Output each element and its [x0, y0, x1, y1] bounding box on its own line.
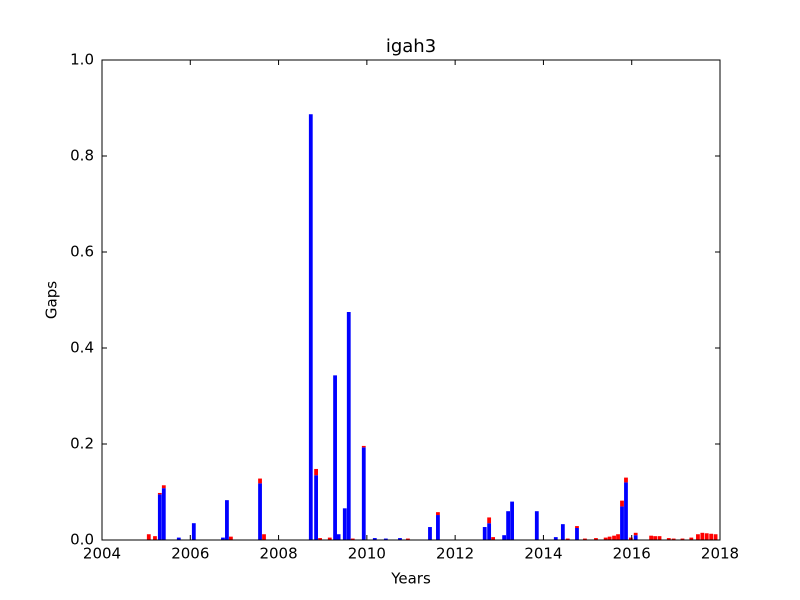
bar-segment [157, 494, 162, 540]
bar-segment [157, 492, 162, 495]
bar-segment [510, 501, 514, 540]
bar-segment [624, 482, 628, 540]
bar-segment [689, 537, 694, 540]
bar-segment [594, 538, 598, 540]
bar-segment [258, 478, 262, 484]
bar-segment [161, 485, 166, 489]
chart-title: igah3 [386, 36, 436, 57]
bar-segment [146, 534, 151, 540]
bar-segment [633, 532, 638, 536]
bar-segment [436, 512, 440, 516]
bar-segment [502, 535, 507, 540]
bar-segment [398, 538, 402, 540]
bar-segment [565, 538, 570, 540]
y-tick-label: 0.8 [70, 147, 94, 165]
bar-segment [314, 468, 318, 476]
y-tick-label: 0.0 [70, 531, 94, 549]
bar-segment [700, 532, 705, 540]
y-tick-label: 0.6 [70, 243, 94, 261]
bar-segment [633, 535, 638, 540]
bar-segment [616, 534, 620, 540]
bar-segment [666, 538, 671, 540]
bar-segment [487, 523, 492, 540]
bar-segment [361, 447, 366, 540]
bar-segment [487, 517, 492, 524]
x-axis-label: Years [390, 570, 431, 588]
bar-segment [262, 534, 266, 540]
bar-segment [221, 537, 225, 540]
bar-segment [653, 536, 658, 540]
bar-segment [575, 526, 579, 528]
bar-segment [406, 538, 410, 540]
bar-segment [709, 533, 714, 540]
bar-segment [534, 511, 539, 540]
bar-segment [603, 537, 608, 540]
bar-segment [628, 537, 633, 540]
bar-segment [704, 533, 709, 540]
bar-segment [680, 538, 685, 540]
bar-segment [161, 488, 166, 540]
bar-segment [346, 312, 351, 540]
bar-segment [228, 536, 233, 540]
x-tick-label: 2010 [348, 545, 386, 563]
bar-segment [258, 483, 262, 540]
bar-segment [607, 536, 612, 540]
x-tick-label: 2004 [83, 545, 121, 563]
bar-segment [372, 538, 377, 540]
bar-segment [436, 515, 440, 540]
bar-segment [620, 506, 624, 540]
bar-segment [327, 537, 332, 540]
plot-frame [101, 59, 721, 541]
y-tick-label: 1.0 [70, 51, 94, 69]
bar-segment [428, 527, 432, 540]
bar-segment [333, 375, 337, 540]
x-tick-label: 2008 [259, 545, 297, 563]
bar-segment [225, 500, 229, 540]
x-tick-label: 2006 [171, 545, 209, 563]
bar-segment [696, 534, 700, 540]
x-tick-label: 2016 [613, 545, 651, 563]
bar-segment [383, 538, 388, 540]
bar-segment [583, 538, 587, 540]
bar-segment [308, 114, 313, 541]
bar-segment [342, 508, 347, 540]
bar-segment [336, 534, 341, 540]
bar-segment [314, 475, 318, 540]
bar-segment [575, 528, 579, 540]
bar-segment [491, 537, 496, 540]
bar-segment [649, 535, 654, 540]
bar-segment [350, 538, 355, 540]
y-tick-label: 0.4 [70, 339, 94, 357]
bar-segment [191, 523, 196, 540]
bar-segment [506, 511, 511, 540]
bar-segment [553, 537, 558, 540]
x-tick-label: 2014 [524, 545, 562, 563]
bar-segment [318, 538, 322, 540]
bar-segment [713, 534, 718, 540]
bar-segment [671, 538, 676, 540]
bar-segment [176, 537, 181, 540]
y-axis-label: Gaps [43, 281, 61, 319]
bar-segment [153, 536, 157, 540]
bar-segment [620, 500, 624, 507]
bar-segment [361, 445, 366, 448]
bar-segment [560, 524, 565, 540]
x-tick-label: 2012 [436, 545, 474, 563]
bar-segment [624, 477, 628, 483]
x-tick-label: 2018 [701, 545, 739, 563]
y-tick-label: 0.2 [70, 435, 94, 453]
bar-segment [612, 535, 616, 540]
bar-segment [657, 536, 662, 540]
bar-segment [482, 527, 487, 540]
